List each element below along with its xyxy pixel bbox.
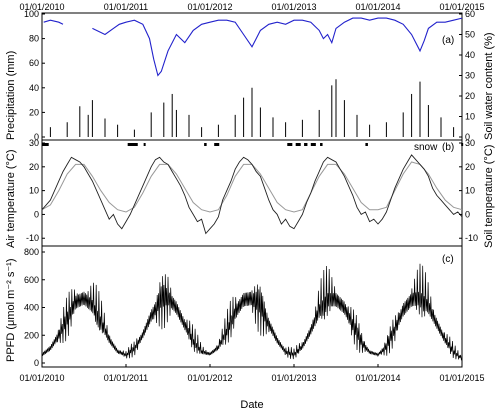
xlabel-date: Date bbox=[240, 399, 263, 411]
air-temperature-line bbox=[41, 154, 463, 235]
tick-layer: 01/01/2010 01/01/2011 01/01/2012 01/01/2013… bbox=[19, 2, 484, 383]
ytick-label-left-a: 60 bbox=[29, 58, 39, 68]
top-date-tick-label: 01/01/2011 bbox=[104, 2, 148, 12]
panel-c-frame bbox=[41, 245, 463, 368]
xtick-label-c: 01/01/2014 bbox=[355, 373, 400, 383]
ytick-label-right-a: 40 bbox=[465, 50, 475, 60]
snow-period-marker bbox=[42, 143, 49, 146]
panel-label-c: (c) bbox=[442, 254, 454, 265]
ppfd-line bbox=[41, 263, 463, 361]
panel-label-a: (a) bbox=[442, 35, 454, 46]
ytick-label-c: 600 bbox=[24, 275, 39, 285]
ytick-label-right-a: 60 bbox=[465, 9, 475, 19]
ytick-label-left-a: 20 bbox=[29, 107, 39, 117]
snow-period-marker bbox=[127, 143, 138, 146]
snow-label: snow bbox=[414, 142, 438, 153]
top-date-tick-label: 01/01/2013 bbox=[271, 2, 316, 12]
ytick-label-right-b: 0 bbox=[465, 209, 470, 219]
ytick-label-left-b: 0 bbox=[34, 209, 39, 219]
ytick-label-c: 0 bbox=[34, 358, 39, 368]
snow-period-marker bbox=[461, 143, 464, 146]
ytick-label-left-a: 40 bbox=[29, 83, 39, 93]
snow-period-marker bbox=[287, 143, 293, 146]
ytick-label-right-a: 0 bbox=[465, 132, 470, 142]
ytick-label-right-a: 20 bbox=[465, 91, 475, 101]
ytick-label-c: 200 bbox=[24, 330, 39, 340]
xtick-label-c: 01/01/2011 bbox=[104, 373, 148, 383]
ytick-label-right-a: 30 bbox=[465, 71, 475, 81]
snow-period-marker bbox=[310, 143, 316, 146]
ytick-label-right-b: 10 bbox=[465, 186, 475, 196]
snow-period-marker bbox=[295, 143, 301, 146]
top-date-tick-label: 01/01/2010 bbox=[19, 2, 64, 12]
ylabel-soil-temp: Soil temperature (°C) bbox=[483, 145, 495, 248]
snow-period-marker bbox=[320, 143, 323, 146]
ytick-label-c: 800 bbox=[24, 247, 39, 257]
xtick-label-c: 01/01/2012 bbox=[187, 373, 232, 383]
snow-period-marker bbox=[143, 143, 146, 146]
ytick-label-right-b: 20 bbox=[465, 162, 475, 172]
ytick-label-right-a: 50 bbox=[465, 30, 475, 40]
top-date-tick-label: 01/01/2012 bbox=[187, 2, 232, 12]
snow-period-marker bbox=[365, 143, 368, 146]
ytick-label-left-b: 30 bbox=[29, 138, 39, 148]
xtick-label-c: 01/01/2010 bbox=[19, 373, 64, 383]
panel-b-frame bbox=[41, 139, 463, 247]
ytick-label-c: 400 bbox=[24, 303, 39, 313]
ytick-label-right-b: -10 bbox=[465, 233, 478, 243]
ytick-label-left-a: 0 bbox=[34, 132, 39, 142]
ytick-label-right-b: 30 bbox=[465, 138, 475, 148]
ytick-label-left-a: 100 bbox=[24, 9, 39, 19]
ylabel-air-temp: Air temperature (°C) bbox=[5, 149, 17, 248]
top-date-tick-label: 01/01/2015 bbox=[439, 2, 484, 12]
panel-a-plot bbox=[42, 17, 464, 146]
ytick-label-left-b: -10 bbox=[26, 233, 39, 243]
ytick-label-left-b: 10 bbox=[29, 186, 39, 196]
ylabel-precipitation: Precipitation (mm) bbox=[5, 51, 17, 140]
top-date-tick-label: 01/01/2014 bbox=[355, 2, 400, 12]
panel-label-b: (b) bbox=[442, 142, 454, 153]
soil-water-line bbox=[43, 17, 463, 77]
snow-period-marker bbox=[204, 143, 207, 146]
panel-b-plot bbox=[41, 154, 463, 235]
ylabel-ppfd: PPFD (μmol m⁻² s⁻¹) bbox=[5, 259, 17, 363]
ytick-label-left-b: 20 bbox=[29, 162, 39, 172]
panel-c-plot bbox=[41, 263, 463, 361]
ylabel-soil-water: Soil water content (%) bbox=[483, 32, 495, 140]
soil-temperature-line bbox=[41, 161, 463, 213]
xtick-label-c: 01/01/2013 bbox=[271, 373, 316, 383]
ytick-label-right-a: 10 bbox=[465, 112, 475, 122]
ytick-label-left-a: 80 bbox=[29, 34, 39, 44]
snow-period-marker bbox=[304, 143, 308, 146]
snow-period-marker bbox=[214, 143, 220, 146]
xtick-label-c: 01/01/2015 bbox=[439, 373, 484, 383]
